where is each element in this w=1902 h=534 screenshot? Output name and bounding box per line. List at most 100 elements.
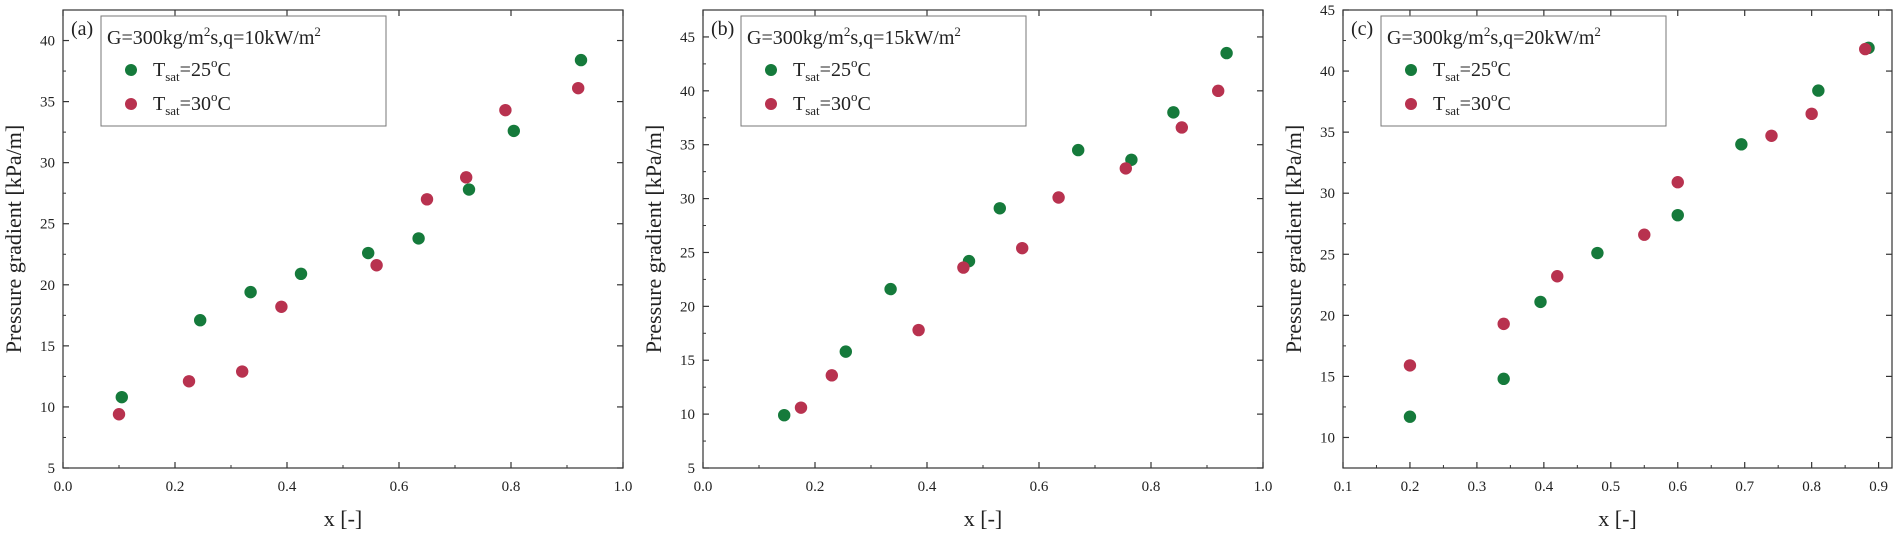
x-tick-label: 0.6 — [390, 479, 409, 495]
x-tick-label: 1.0 — [614, 479, 633, 495]
data-point-tsat30 — [1638, 228, 1651, 241]
y-tick-label: 5 — [688, 461, 696, 477]
data-point-tsat30 — [957, 261, 970, 274]
data-point-tsat25 — [1534, 295, 1547, 309]
x-tick-label: 0.1 — [1334, 479, 1353, 495]
data-point-tsat25 — [1072, 143, 1085, 157]
chart-panel-b: 0.0 0.2 0.4 0.6 0.8 1.0 5 10 15 20 25 30 35 40 45 x [-]… — [641, 9, 1273, 531]
legend-entry-1: Tsat=25oC — [1433, 55, 1511, 84]
data-point-tsat25 — [194, 314, 207, 327]
x-tick-label: 0.4 — [1534, 479, 1553, 495]
x-tick-label: 0.7 — [1735, 479, 1754, 495]
y-tick-label: 25 — [680, 245, 695, 261]
data-point-tsat25 — [778, 408, 791, 422]
x-tick-label: 0.8 — [502, 479, 521, 495]
data-point-tsat25 — [884, 282, 897, 296]
data-point-tsat25 — [462, 183, 476, 196]
y-tick-label: 30 — [680, 192, 695, 208]
data-point-tsat25 — [839, 345, 852, 358]
y-tick-label: 25 — [40, 217, 55, 233]
x-tick-label: 1.0 — [1254, 479, 1273, 495]
legend-box — [100, 15, 387, 127]
y-tick-label: 35 — [1320, 125, 1335, 141]
data-point-tsat25 — [1735, 138, 1748, 151]
x-axis-label: x [-] — [964, 506, 1002, 531]
legend-entry-1: Tsat=25oC — [793, 55, 871, 84]
data-point-tsat30 — [275, 300, 288, 313]
panel-label: (a) — [71, 18, 93, 40]
data-point-tsat30 — [1551, 270, 1564, 283]
chart-panel-a: 0.0 0.2 0.4 0.6 0.8 1.0 5 10 15 20 25 30 35 40 x [-] Pr… — [1, 9, 633, 531]
y-tick-label: 35 — [40, 95, 55, 111]
y-tick-label: 10 — [1320, 430, 1335, 446]
legend-marker-1 — [125, 64, 137, 76]
data-point-tsat30 — [1805, 107, 1818, 121]
data-point-tsat25 — [1497, 372, 1510, 386]
data-point-tsat25 — [1167, 106, 1180, 119]
data-point-tsat30 — [912, 323, 925, 337]
data-point-tsat30 — [1175, 121, 1189, 134]
x-tick-label: 0.6 — [1668, 479, 1687, 495]
x-tick-label: 0.8 — [1142, 479, 1161, 495]
x-tick-label: 0.4 — [278, 479, 297, 495]
data-point-tsat30 — [499, 103, 512, 117]
y-tick-label: 30 — [40, 156, 55, 172]
y-tick-label: 10 — [680, 407, 695, 423]
data-point-tsat30 — [1497, 317, 1510, 331]
y-tick-label: 5 — [48, 461, 56, 477]
y-tick-label: 20 — [680, 299, 695, 315]
data-point-tsat30 — [1016, 241, 1029, 255]
data-point-tsat25 — [993, 202, 1006, 215]
data-point-tsat30 — [1671, 176, 1684, 189]
data-point-tsat30 — [182, 375, 196, 388]
data-point-tsat30 — [825, 369, 838, 382]
y-tick-label: 40 — [680, 84, 695, 100]
legend-entry-2: Tsat=30oC — [793, 89, 871, 118]
data-point-tsat25 — [1591, 246, 1604, 260]
x-tick-label: 0.4 — [918, 479, 937, 495]
data-point-tsat30 — [1212, 84, 1225, 98]
data-point-tsat30 — [236, 365, 249, 378]
y-tick-label: 40 — [1320, 64, 1335, 80]
y-tick-label: 20 — [1320, 308, 1335, 324]
legend-title: G=300kg/m2s,q=15kW/m2 — [747, 24, 961, 49]
x-tick-label: 0.0 — [694, 479, 713, 495]
legend-title: G=300kg/m2s,q=20kW/m2 — [1387, 24, 1601, 49]
y-axis-label: Pressure gradient [kPa/m] — [641, 125, 666, 354]
data-point-tsat25 — [1812, 84, 1825, 97]
plot-frame — [1342, 9, 1893, 469]
legend-marker-1 — [765, 64, 777, 76]
data-point-tsat30 — [794, 401, 808, 414]
data-point-tsat25 — [115, 390, 128, 404]
data-point-tsat30 — [112, 408, 126, 421]
data-point-tsat25 — [294, 267, 308, 281]
legend-marker-2 — [1405, 98, 1417, 110]
x-tick-label: 0.2 — [166, 479, 185, 495]
x-tick-label: 0.3 — [1468, 479, 1487, 495]
data-point-tsat30 — [1765, 129, 1778, 142]
legend-box — [740, 15, 1027, 127]
data-point-tsat30 — [370, 259, 383, 272]
y-tick-label: 30 — [1320, 186, 1335, 202]
panel-label: (b) — [711, 18, 734, 40]
data-point-tsat25 — [1403, 410, 1417, 423]
x-tick-label: 0.8 — [1802, 479, 1821, 495]
legend-marker-2 — [125, 98, 137, 110]
y-tick-label: 15 — [1320, 369, 1335, 385]
data-point-tsat30 — [1119, 162, 1133, 175]
data-point-tsat25 — [362, 246, 375, 260]
x-axis-label: x [-] — [1598, 506, 1636, 531]
data-point-tsat30 — [460, 171, 473, 184]
data-point-tsat25 — [507, 124, 520, 138]
data-point-tsat30 — [1052, 191, 1065, 204]
x-tick-label: 0.2 — [806, 479, 825, 495]
y-axis-label: Pressure gradient [kPa/m] — [1281, 125, 1306, 354]
legend-marker-1 — [1405, 64, 1417, 76]
y-tick-label: 40 — [40, 34, 55, 50]
data-point-tsat30 — [1403, 359, 1417, 372]
data-point-tsat30 — [420, 193, 434, 206]
data-point-tsat25 — [244, 285, 257, 299]
x-axis-label: x [-] — [324, 506, 362, 531]
data-point-tsat25 — [1220, 46, 1233, 60]
